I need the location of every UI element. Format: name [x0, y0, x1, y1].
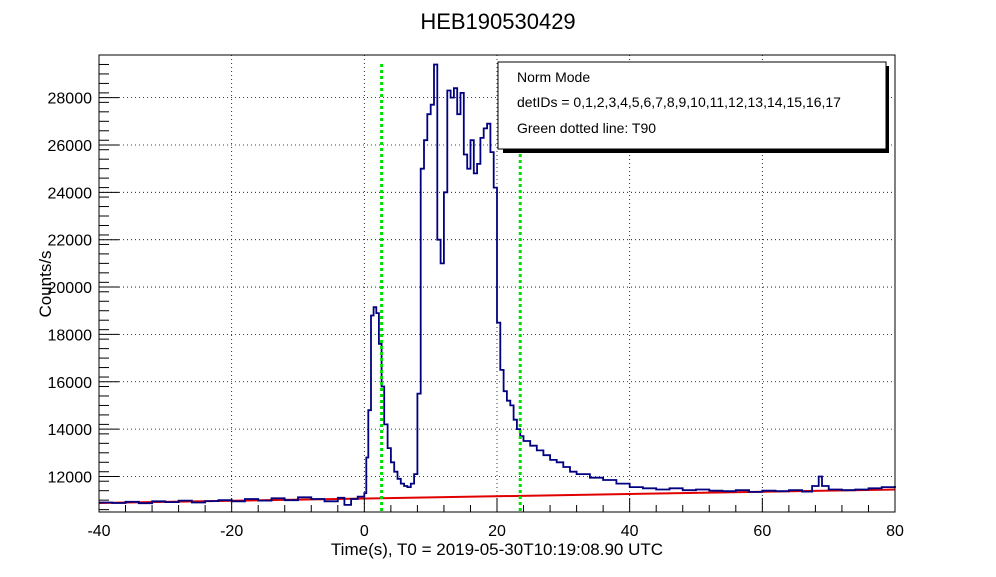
y-tick-label: 14000 [48, 422, 93, 439]
lightcurve-series [99, 63, 896, 506]
x-tick-label: 20 [488, 523, 506, 540]
x-tick-label: 80 [886, 523, 904, 540]
ticks: -40 -20 0 20 40 60 80 12000 14000 16000 18000 20000… [48, 54, 904, 540]
series-layer [99, 63, 896, 506]
y-tick-label: 24000 [48, 185, 93, 202]
x-axis-label: Time(s), T0 = 2019-05-30T10:19:08.90 UTC [331, 540, 663, 559]
legend: Norm Mode detIDs = 0,1,2,3,4,5,6,7,8,9,1… [497, 61, 889, 153]
x-tick-label: -20 [220, 523, 243, 540]
legend-line-mode: Norm Mode [517, 69, 590, 85]
x-tick-label: 0 [360, 523, 369, 540]
legend-line-detids: detIDs = 0,1,2,3,4,5,6,7,8,9,10,11,12,13… [517, 94, 841, 110]
y-axis-label: Counts/s [36, 250, 55, 317]
x-tick-label: -40 [87, 523, 110, 540]
chart-title: HEB190530429 [420, 9, 575, 34]
y-tick-label: 20000 [48, 280, 93, 297]
y-tick-label: 18000 [48, 327, 93, 344]
x-tick-label: 40 [621, 523, 639, 540]
x-tick-label: 60 [753, 523, 771, 540]
legend-box [497, 61, 887, 150]
y-tick-label: 26000 [48, 138, 93, 155]
y-tick-label: 22000 [48, 233, 93, 250]
y-tick-label: 12000 [48, 469, 93, 486]
y-tick-label: 28000 [48, 91, 93, 108]
y-tick-label: 16000 [48, 375, 93, 392]
legend-line-t90: Green dotted line: T90 [517, 120, 656, 136]
